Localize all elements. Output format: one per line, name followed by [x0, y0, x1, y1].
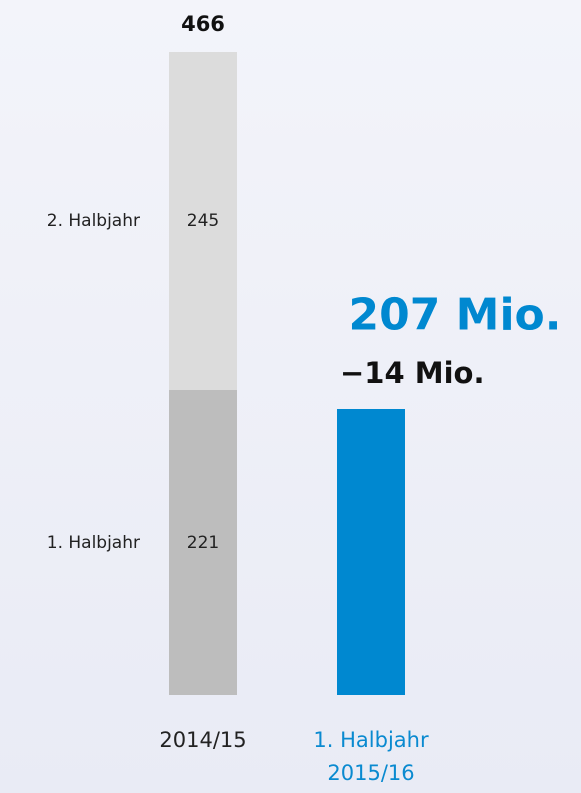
total-label: 466	[181, 12, 225, 36]
value-label: 221	[186, 532, 220, 553]
bar-segment	[169, 390, 237, 695]
value-label: 245	[186, 211, 220, 232]
legend-label: 1. Halbjahr	[46, 532, 140, 553]
category-label: 2014/15	[159, 728, 247, 752]
value-label: 207 Mio.	[348, 289, 562, 341]
annotation: −14 Mio.	[340, 356, 485, 390]
legend-label: 2. Halbjahr	[46, 211, 140, 232]
bar-segment	[169, 52, 237, 391]
category-label: 1. Halbjahr 2015/16	[313, 728, 429, 785]
bar-segment	[337, 409, 405, 695]
